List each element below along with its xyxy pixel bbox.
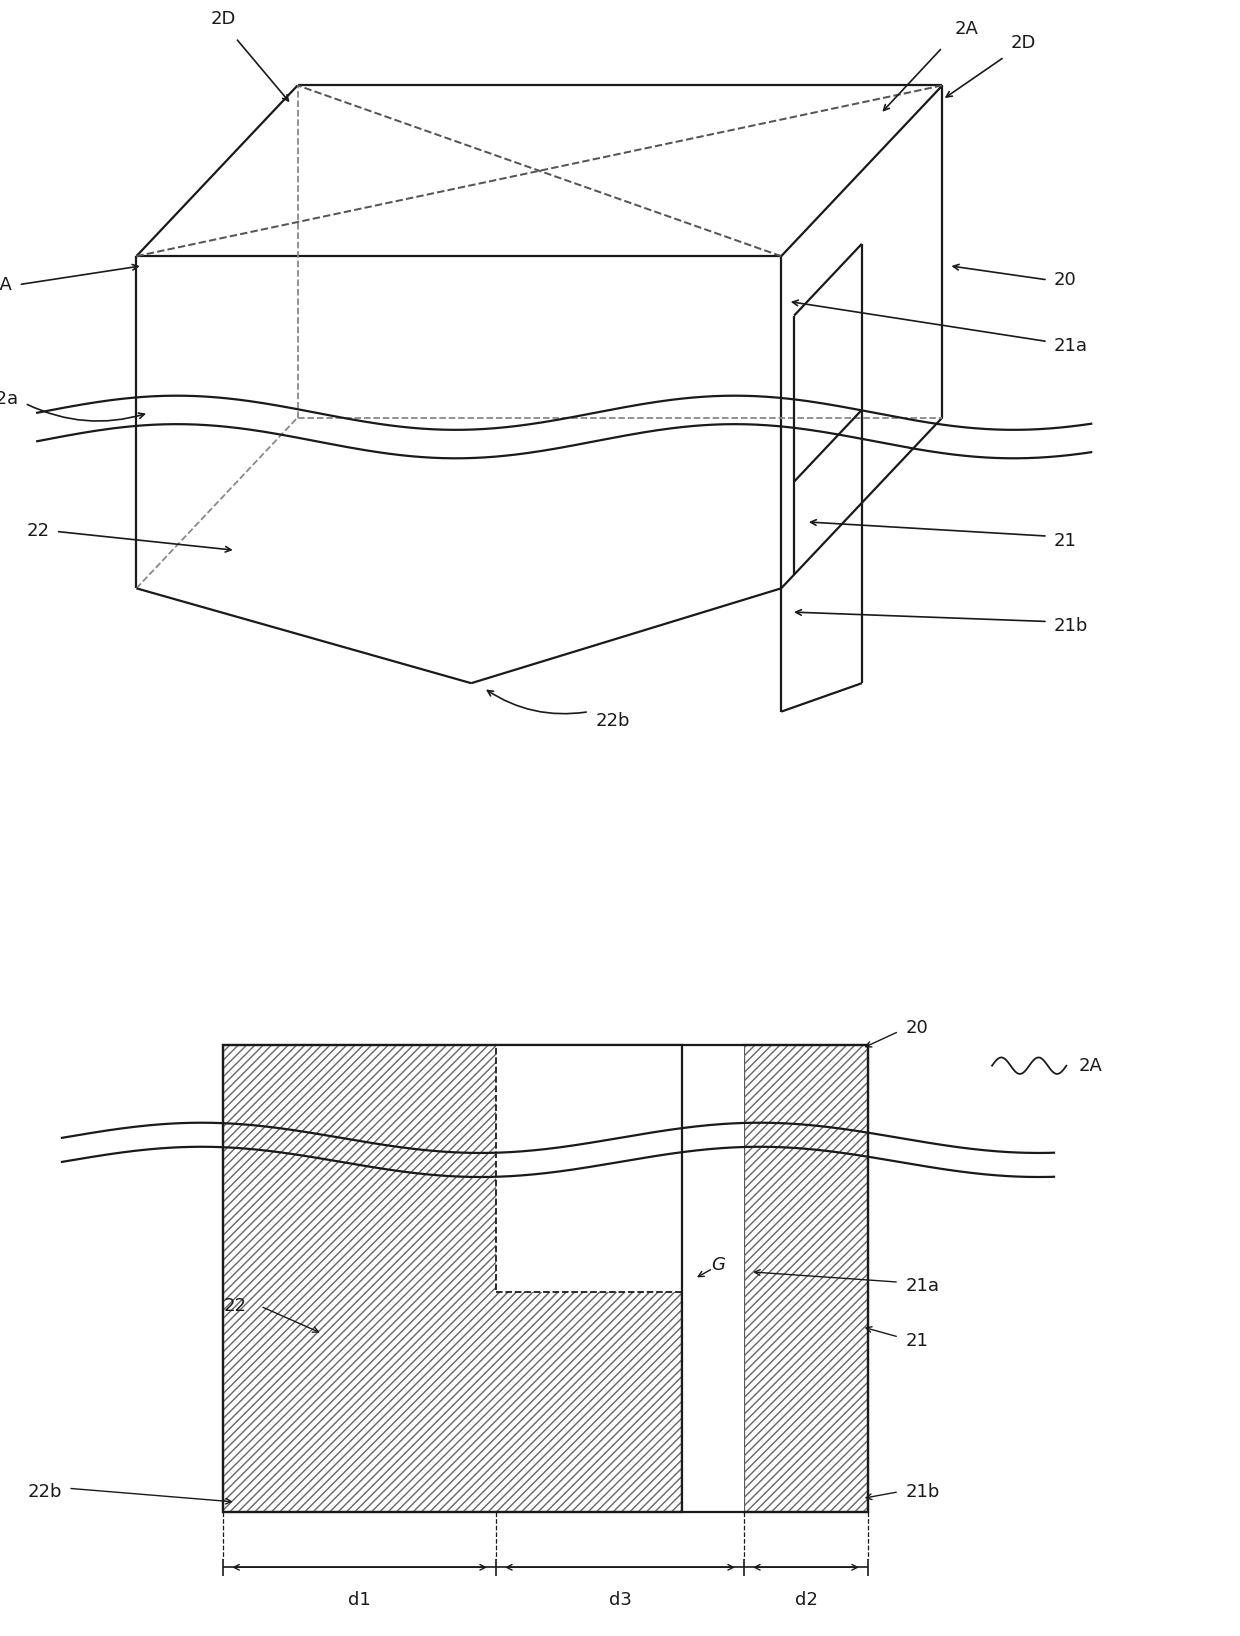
Text: 2D: 2D [1011,34,1035,52]
Text: 21a: 21a [905,1276,939,1294]
Text: d1: d1 [348,1592,371,1610]
Text: 22b: 22b [27,1482,62,1500]
Text: 22: 22 [26,522,50,540]
Text: 2A: 2A [0,275,12,294]
Bar [744,1045,868,1512]
Bar [682,1045,744,1512]
Bar [744,1045,868,1512]
Text: d2: d2 [795,1592,817,1610]
Text: 2A: 2A [955,20,978,38]
Bar [223,1045,682,1512]
Bar [223,1045,682,1512]
Text: d3: d3 [609,1592,631,1610]
Bar [496,1045,682,1292]
Text: 21: 21 [1054,532,1076,550]
Text: 21: 21 [905,1332,928,1350]
Text: 2A: 2A [1079,1057,1102,1075]
Bar [223,1045,868,1512]
Text: 20: 20 [905,1019,928,1037]
Text: 22a: 22a [0,389,19,407]
Text: G: G [712,1256,725,1274]
Text: 20: 20 [1054,272,1076,290]
Text: 21b: 21b [905,1482,940,1500]
Text: 22: 22 [223,1297,247,1315]
Text: 2D: 2D [211,10,236,28]
Text: 21a: 21a [1054,337,1087,355]
Bar [496,1045,682,1292]
Text: 21b: 21b [1054,617,1089,635]
Text: 22b: 22b [595,712,630,730]
